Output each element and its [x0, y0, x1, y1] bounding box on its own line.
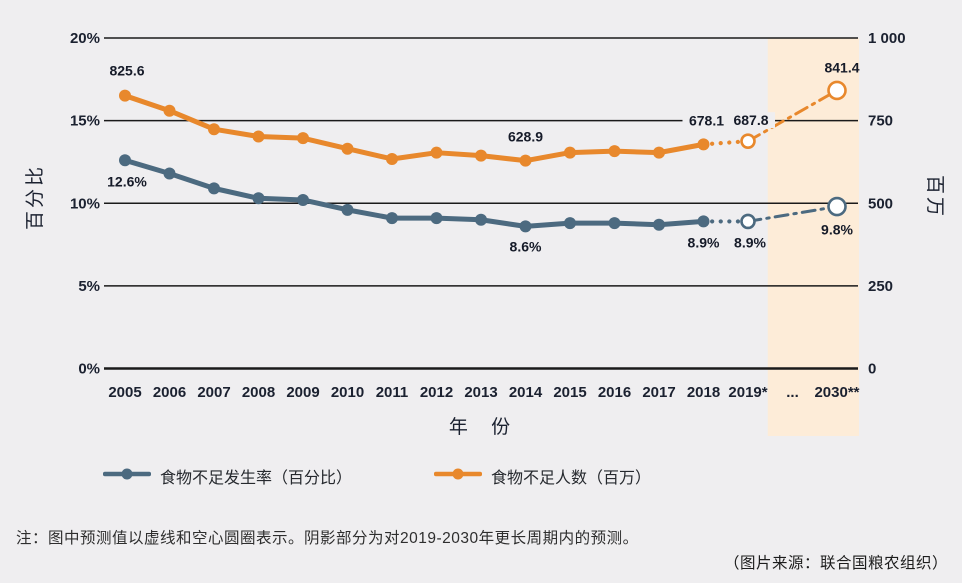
svg-text:825.6: 825.6 [109, 63, 144, 79]
legend-label-pou: 食物不足发生率（百分比） [160, 470, 353, 487]
svg-text:2005: 2005 [108, 384, 141, 401]
svg-text:8.9%: 8.9% [688, 234, 720, 250]
svg-text:20%: 20% [70, 30, 100, 47]
svg-text:687.8: 687.8 [733, 112, 768, 128]
svg-text:2009: 2009 [286, 384, 319, 401]
legend-item-nou: 食物不足人数（百万） [433, 464, 652, 488]
legend-label-nou: 食物不足人数（百万） [491, 470, 652, 487]
svg-text:2013: 2013 [464, 384, 497, 401]
svg-text:2012: 2012 [420, 384, 453, 401]
svg-text:8.6%: 8.6% [510, 238, 542, 254]
svg-text:...: ... [786, 384, 799, 401]
svg-text:1 000: 1 000 [868, 30, 906, 47]
nou-line-marker-icon [433, 467, 483, 486]
svg-text:15%: 15% [70, 113, 100, 130]
svg-text:750: 750 [868, 113, 893, 130]
svg-text:628.9: 628.9 [508, 129, 543, 145]
svg-text:8.9%: 8.9% [734, 234, 766, 250]
svg-text:12.6%: 12.6% [107, 173, 147, 189]
svg-text:2016: 2016 [598, 384, 631, 401]
svg-text:2017: 2017 [642, 384, 675, 401]
pou-line-marker-icon [102, 467, 152, 486]
footnote-text: 注：图中预测值以虚线和空心圆圈表示。阴影部分为对2019-2030年更长周期内的… [16, 530, 639, 547]
svg-text:500: 500 [868, 195, 893, 212]
svg-text:2007: 2007 [197, 384, 230, 401]
svg-text:2018: 2018 [687, 384, 720, 401]
svg-text:年 份: 年 份 [449, 416, 519, 438]
legend: 食物不足发生率（百分比） 食物不足人数（百万） [102, 464, 652, 488]
svg-text:2010: 2010 [331, 384, 364, 401]
svg-text:841.4: 841.4 [824, 59, 859, 75]
svg-text:0%: 0% [78, 361, 100, 378]
svg-text:10%: 10% [70, 195, 100, 212]
svg-text:9.8%: 9.8% [821, 222, 853, 238]
svg-text:2019*: 2019* [728, 384, 767, 401]
svg-text:2008: 2008 [242, 384, 275, 401]
line-chart: 20% 15% 10% 5% 0% 1 000 750 500 250 0 2005 2006 2007… [70, 30, 906, 438]
source-text: （图片来源：联合国粮农组织） [723, 555, 948, 572]
svg-text:5%: 5% [78, 278, 100, 295]
svg-text:2014: 2014 [509, 384, 543, 401]
svg-text:2015: 2015 [553, 384, 586, 401]
svg-text:2011: 2011 [376, 384, 409, 401]
right-axis-title: 百万 [924, 174, 945, 219]
svg-text:0: 0 [868, 361, 876, 378]
svg-text:678.1: 678.1 [689, 112, 724, 128]
legend-item-pou: 食物不足发生率（百分比） [102, 464, 353, 488]
svg-text:2006: 2006 [153, 384, 186, 401]
svg-text:250: 250 [868, 278, 893, 295]
left-axis-title: 百分比 [25, 164, 46, 231]
svg-text:2030**: 2030** [814, 384, 859, 401]
